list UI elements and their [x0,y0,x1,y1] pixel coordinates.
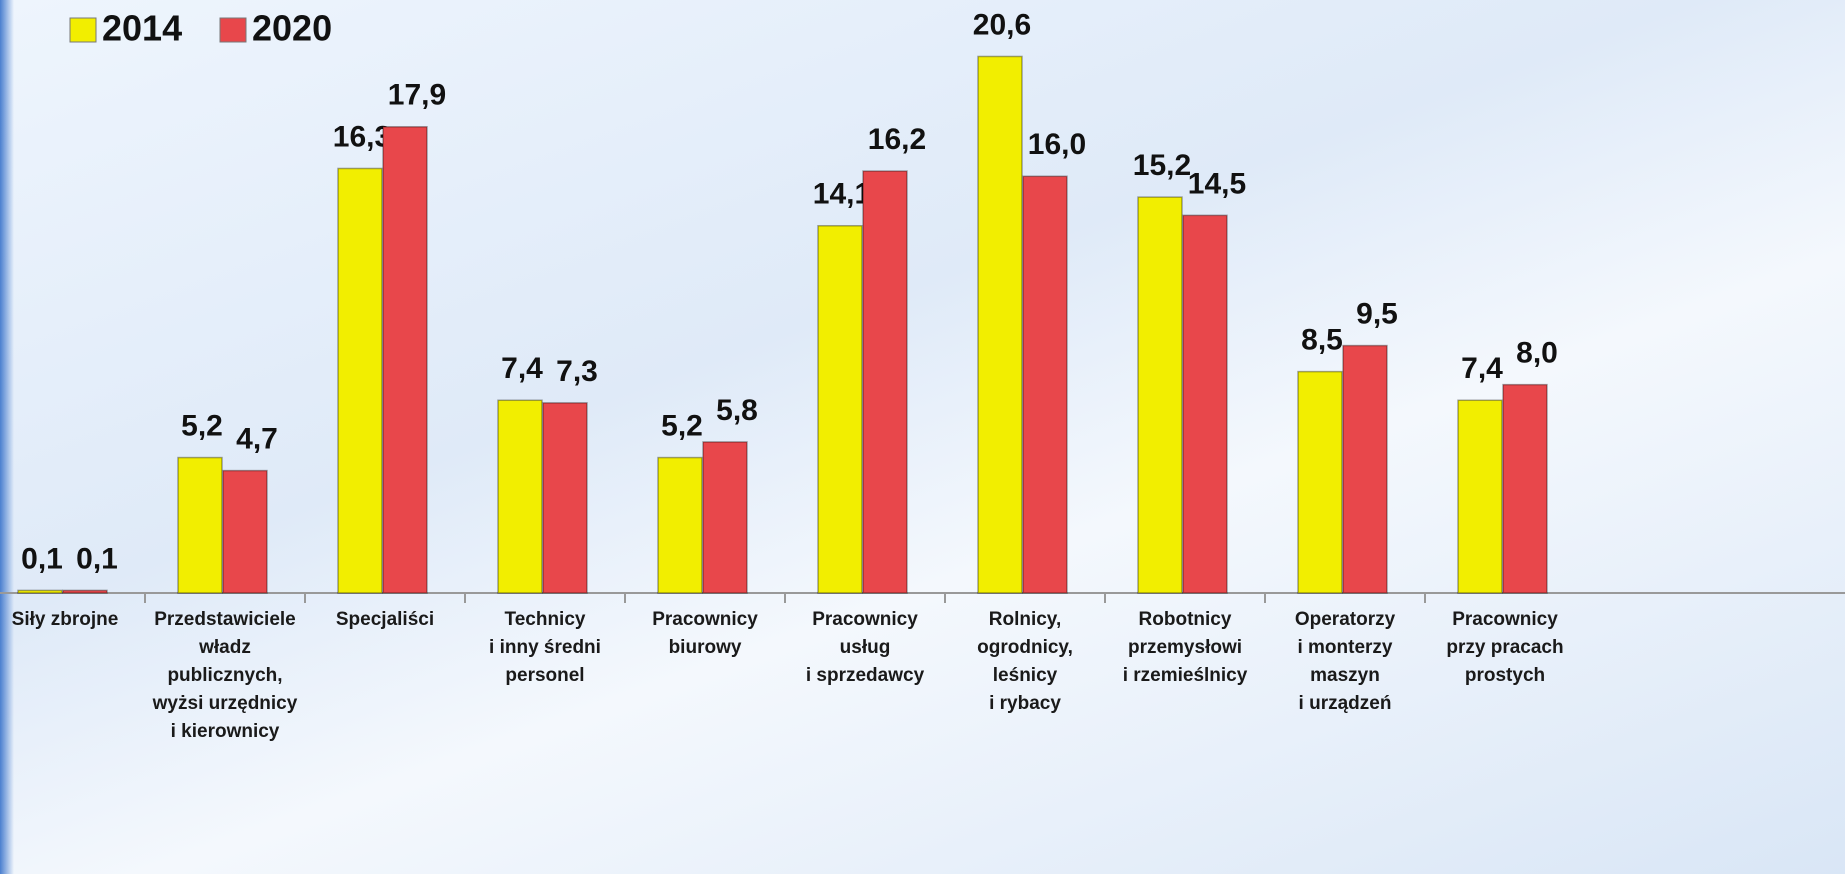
value-label: 16,2 [868,123,926,156]
value-label: 20,6 [973,8,1031,41]
value-label: 8,5 [1301,324,1343,357]
value-label: 5,2 [661,409,703,442]
bar [1342,344,1388,594]
bar [702,441,748,594]
bar [817,225,863,594]
bar [222,469,268,594]
value-label: 7,3 [556,355,598,388]
bar [1022,175,1068,594]
value-label: 14,5 [1188,167,1246,200]
bar [337,167,383,594]
bar [977,55,1023,594]
value-label: 8,0 [1516,337,1558,370]
bar [1297,370,1343,594]
value-label: 14,1 [813,178,871,211]
bar [1457,399,1503,594]
x-tick-label: Przedstawiciele władz publicznych, wyżsi… [152,609,298,742]
x-tick-label: Rolnicy, ogrodnicy, leśnicy i rybacy [977,609,1073,714]
value-label: 5,2 [181,409,223,442]
x-tick-label: Robotnicy przemysłowi i rzemieślnicy [1122,609,1248,686]
value-label: 16,0 [1028,128,1086,161]
bar [177,456,223,594]
value-label: 15,2 [1133,149,1191,182]
x-tick-label: Operatorzy i monterzy maszyn i urządzeń [1294,609,1396,714]
value-label: 7,4 [1461,352,1503,385]
value-label: 0,1 [21,542,63,575]
x-tick-label: Pracownicy usług i sprzedawcy [805,609,925,686]
value-label: 17,9 [388,79,446,112]
bar [1137,196,1183,594]
x-tick-label: Pracownicy biurowy [652,609,758,658]
bar [862,170,908,594]
value-label: 4,7 [236,423,278,456]
value-label: 7,4 [501,352,543,385]
value-label: 9,5 [1356,297,1398,330]
bar [542,402,588,594]
x-tick-label: Siły zbrojne [11,609,119,630]
bar [1502,383,1548,594]
bar [1182,214,1228,594]
bar [17,589,63,594]
x-tick-label: Specjaliści [335,609,435,630]
bar [62,589,108,594]
bar [382,126,428,594]
legend-label: 2020 [252,8,332,49]
value-label: 16,3 [333,120,391,153]
value-label: 5,8 [716,394,758,427]
bar [657,456,703,594]
value-label: 0,1 [76,542,118,575]
legend-swatch [219,17,247,43]
x-tick-label: Technicy i inny średni personel [489,609,601,686]
legend-swatch [69,17,97,43]
legend-label: 2014 [102,8,182,49]
x-tick-label: Pracownicy przy pracach prostych [1446,609,1564,686]
edge-stripe [0,0,14,874]
bar [497,399,543,594]
